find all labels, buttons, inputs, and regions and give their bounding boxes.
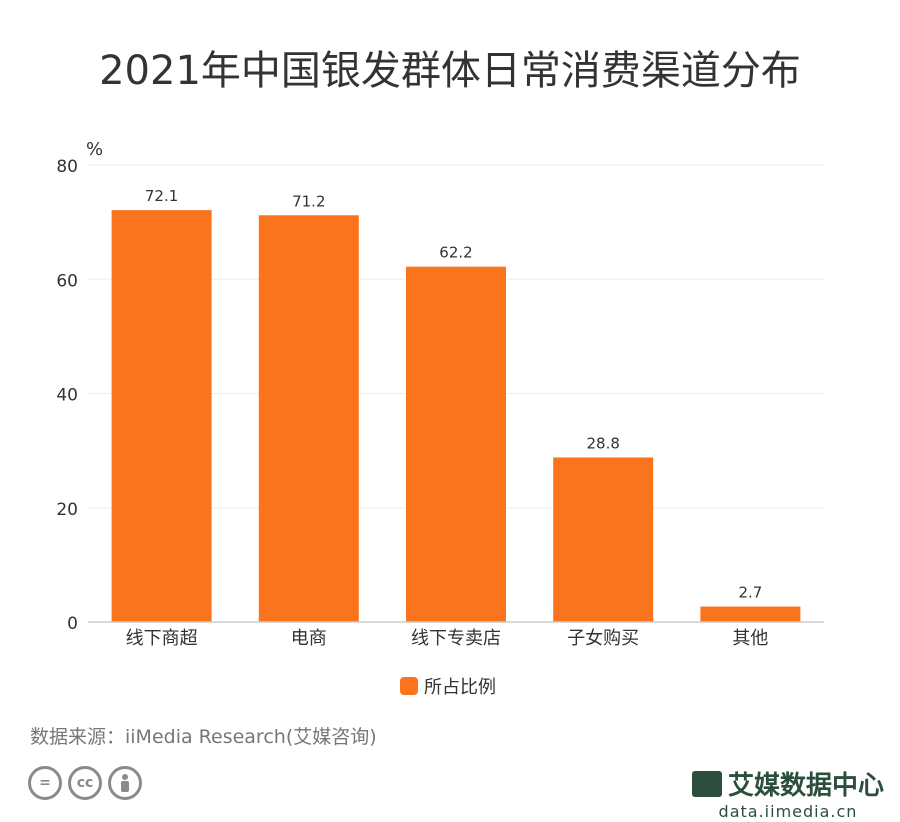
x-tick-label: 线下商超 bbox=[126, 628, 198, 649]
y-tick-label: 40 bbox=[56, 386, 78, 406]
legend-label: 所占比例 bbox=[424, 677, 496, 698]
data-label: 71.2 bbox=[292, 192, 325, 210]
data-label: 72.1 bbox=[145, 187, 178, 205]
legend-swatch bbox=[400, 677, 418, 695]
x-tick-label: 其他 bbox=[732, 628, 768, 649]
cc-icon: cc bbox=[68, 766, 102, 800]
brand-logo: 艾媒数据中心 data.iimedia.cn bbox=[691, 765, 884, 821]
data-label: 28.8 bbox=[586, 434, 619, 452]
logo-name: 艾媒数据中心 bbox=[727, 771, 884, 801]
person-icon bbox=[108, 766, 142, 800]
data-label: 62.2 bbox=[439, 244, 472, 262]
y-tick-label: 20 bbox=[56, 500, 78, 520]
iimedia-logo-icon bbox=[691, 770, 722, 797]
y-tick-label: 80 bbox=[56, 157, 78, 177]
y-axis-unit: % bbox=[86, 139, 103, 160]
bar bbox=[553, 457, 654, 622]
x-tick-label: 子女购买 bbox=[567, 628, 639, 649]
data-source: 数据来源：iiMedia Research(艾媒咨询) bbox=[30, 726, 377, 748]
x-tick-label: 线下专卖店 bbox=[411, 628, 501, 649]
chart-title: 2021年中国银发群体日常消费渠道分布 bbox=[99, 48, 801, 94]
license-icons: = cc bbox=[28, 766, 142, 800]
person-glyph-icon bbox=[121, 774, 129, 792]
bar bbox=[111, 210, 212, 622]
logo-url: data.iimedia.cn bbox=[718, 802, 858, 821]
bar bbox=[258, 215, 359, 622]
bar bbox=[406, 266, 506, 622]
equals-icon: = bbox=[28, 766, 62, 800]
bar-chart: 0 20 40 60 80% 72.1 线下商超 71.2 电商 62.2 线下专卖店 28.8 子女购… bbox=[56, 139, 824, 698]
bar bbox=[700, 606, 801, 622]
data-label: 2.7 bbox=[738, 584, 762, 602]
y-tick-label: 0 bbox=[67, 614, 78, 634]
y-tick-label: 60 bbox=[56, 271, 78, 291]
x-tick-label: 电商 bbox=[291, 628, 327, 649]
